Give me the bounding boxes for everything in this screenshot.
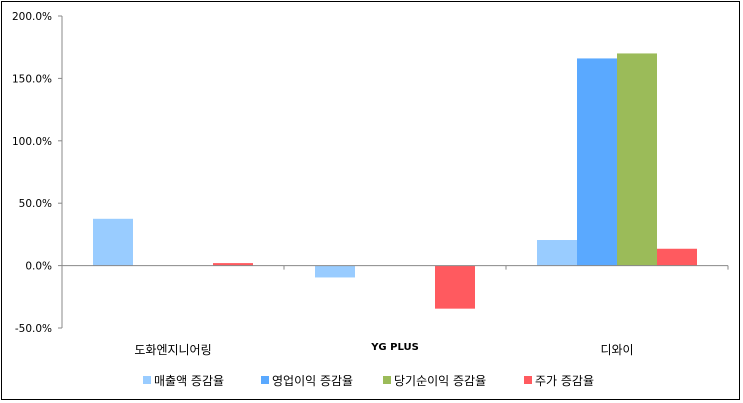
legend-swatch-4 (524, 376, 532, 384)
y-tick-label: 200.0% (12, 11, 52, 23)
legend-label-1: 매출액 증감율 (154, 374, 224, 388)
legend-label-3: 당기순이익 증감율 (394, 374, 486, 388)
y-tick-label: 150.0% (12, 73, 52, 85)
y-tick-label: 100.0% (12, 136, 52, 148)
bar-1-2 (315, 265, 355, 278)
bar-3-3 (617, 53, 657, 266)
labels-group: 200.0% 150.0% 100.0% 50.0% 0.0% -50.0% 도화엔지니어링… (12, 11, 634, 357)
bar-4-2 (435, 265, 475, 309)
bar-1-3 (537, 240, 577, 266)
legend-swatch-1 (143, 376, 151, 384)
legend-swatch-3 (383, 376, 391, 384)
y-tick-label: 0.0% (25, 261, 52, 273)
legend: 매출액 증감율 영업이익 증감율 당기순이익 증감율 주가 증감율 (143, 374, 594, 388)
bars-group (93, 53, 697, 309)
y-tick-label: 50.0% (19, 198, 52, 210)
x-category-label: 도화엔지니어링 (134, 343, 211, 357)
bar-1-1 (93, 218, 133, 266)
x-category-label: 디와이 (600, 343, 633, 357)
bar-4-1 (213, 263, 253, 266)
x-category-label: YG PLUS (370, 342, 419, 353)
y-tick-label: -50.0% (15, 323, 52, 335)
legend-label-4: 주가 증감율 (535, 374, 594, 388)
bar-4-3 (657, 248, 697, 266)
legend-label-2: 영업이익 증감율 (272, 374, 353, 388)
bar-2-3 (577, 58, 617, 266)
legend-swatch-2 (261, 376, 269, 384)
axes-group (58, 15, 729, 329)
